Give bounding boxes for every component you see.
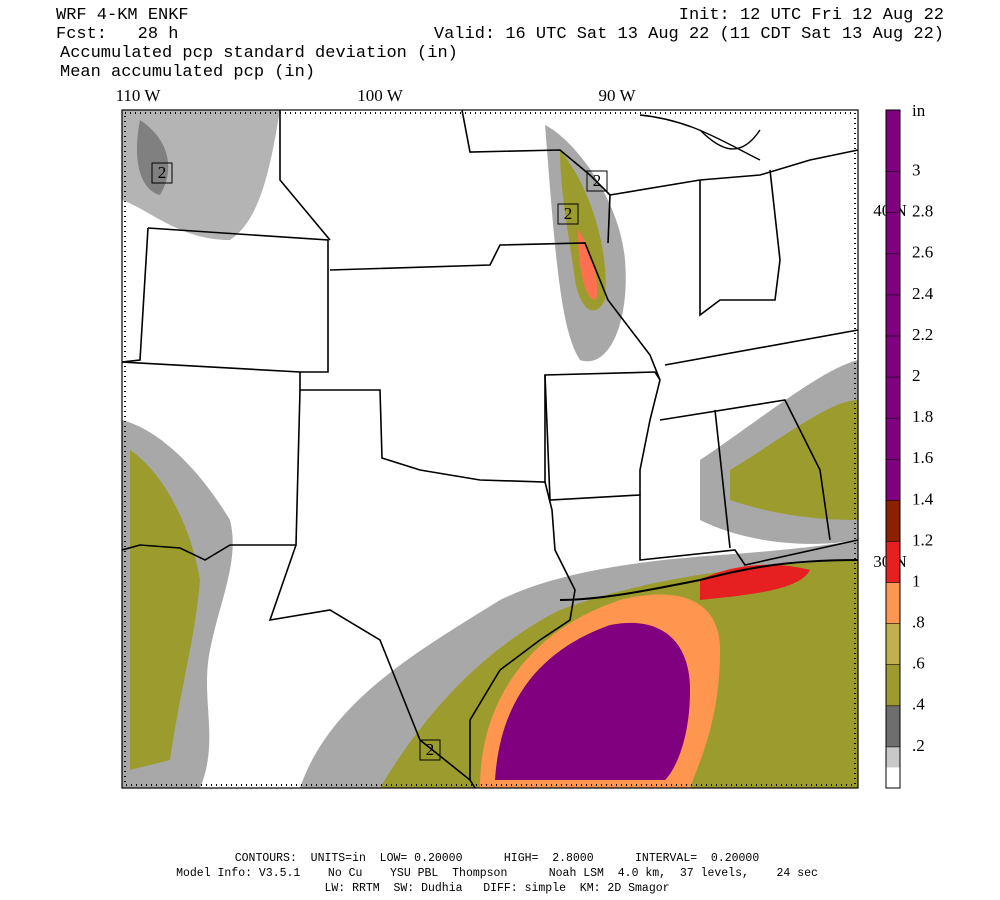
colorbar-segment <box>886 664 900 706</box>
forecast-hour: Fcst: 28 h <box>56 25 178 44</box>
colorbar-tick-label: 1 <box>912 571 921 590</box>
border <box>329 242 661 381</box>
colorbar-tick-label: 1.8 <box>912 407 933 426</box>
colorbar-segment <box>886 418 900 460</box>
footer-contours: CONTOURS: UNITS=in LOW= 0.20000 HIGH= 2.… <box>235 852 760 865</box>
colorbar-segment <box>886 171 900 213</box>
border <box>121 361 301 373</box>
border <box>664 329 859 366</box>
longitude-label: 100 W <box>357 86 403 105</box>
colorbar-tick-label: .2 <box>912 736 925 755</box>
colorbar-tick-label: .4 <box>912 695 925 714</box>
field-shaded: Accumulated pcp standard deviation (in) <box>60 44 458 63</box>
border <box>659 399 831 541</box>
colorbar-segment <box>886 294 900 336</box>
map-frame <box>121 109 859 789</box>
contour-label-box <box>151 162 173 184</box>
coastline <box>639 114 761 161</box>
colorbar-tick-label: .8 <box>912 613 925 632</box>
contour-label: 2 <box>564 204 573 223</box>
colorbar-tick-label: 1.2 <box>912 530 933 549</box>
border <box>699 169 781 317</box>
model-name: WRF 4-KM ENKF <box>56 6 189 25</box>
colorbar-tick-label: .6 <box>912 654 925 673</box>
border <box>639 379 661 495</box>
colorbar: .2 .4 .6 .8 1 1.2 1.4 1.6 1.8 2 2.2 2.4 2.6 2.8 3 in <box>885 101 934 789</box>
colorbar-segment <box>886 705 900 747</box>
init-time: Init: 12 UTC Fri 12 Aug 22 <box>679 6 944 25</box>
border <box>714 409 731 549</box>
contour-label: 2 <box>158 163 167 182</box>
map-tick-frame <box>124 112 856 786</box>
longitude-label: 90 W <box>599 86 637 105</box>
colorbar-segment <box>886 582 900 624</box>
colorbar-unit: in <box>912 101 926 120</box>
map <box>121 109 859 789</box>
shade <box>730 400 858 520</box>
border <box>469 481 576 780</box>
border <box>121 227 149 363</box>
colorbar-base <box>886 767 900 788</box>
colorbar-segment <box>886 212 900 254</box>
colorbar-segment <box>886 623 900 665</box>
colorbar-tick-label: 1.6 <box>912 448 933 467</box>
border <box>461 109 611 244</box>
contour-label-box <box>557 203 579 225</box>
colorbar-segment <box>886 336 900 378</box>
shade <box>578 230 598 300</box>
border <box>544 374 859 566</box>
footer-physics: LW: RRTM SW: Dudhia DIFF: simple KM: 2D … <box>324 882 669 895</box>
colorbar-tick-label: 2.2 <box>912 325 933 344</box>
colorbar-tick-label: 3 <box>912 161 921 180</box>
border <box>609 149 859 196</box>
colorbar-tick-label: 2.4 <box>912 284 934 303</box>
colorbar-segment <box>886 253 900 295</box>
contour-label: 2 <box>426 740 435 759</box>
longitude-label: 110 W <box>116 86 162 105</box>
shade <box>130 450 200 770</box>
coastline <box>559 559 859 601</box>
contour-label: 2 <box>593 171 602 190</box>
contour-label-box <box>586 170 608 192</box>
colorbar-segment <box>886 110 900 172</box>
contour-label-box <box>419 739 441 761</box>
precip-shading <box>122 110 858 788</box>
colorbar-tick-label: 1.4 <box>912 489 934 508</box>
colorbar-tick-label: 2.6 <box>912 243 933 262</box>
political-borders <box>121 109 859 789</box>
field-contour: Mean accumulated pcp (in) <box>60 63 315 82</box>
colorbar-segment <box>886 541 900 583</box>
colorbar-segment <box>886 377 900 419</box>
colorbar-frame <box>885 109 901 789</box>
colorbar-tick-label: 2.8 <box>912 202 933 221</box>
border <box>279 110 331 241</box>
footer-model-info: Model Info: V3.5.1 No Cu YSU PBL Thompso… <box>176 867 818 880</box>
colorbar-segment <box>886 500 900 542</box>
shade <box>136 120 169 195</box>
border <box>268 544 476 789</box>
shade <box>495 622 690 780</box>
colorbar-tick-label: 2 <box>912 366 921 385</box>
colorbar-segment <box>886 459 900 501</box>
valid-time: Valid: 16 UTC Sat 13 Aug 22 (11 CDT Sat … <box>434 25 944 44</box>
